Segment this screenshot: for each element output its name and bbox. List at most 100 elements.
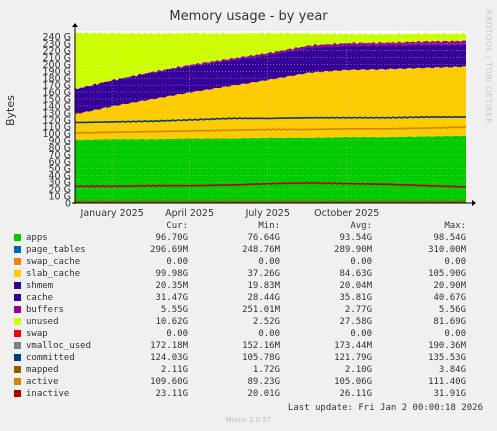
legend-min: 0.00 [258,257,280,267]
legend-row-swap: swap 0.00 0.00 0.00 0.00 [0,328,497,340]
area-slab-cache [75,66,466,140]
area-apps [75,135,466,203]
y-tick-label: 110 G [42,122,71,133]
legend-min: 248.76M [242,245,280,255]
legend-max: 3.84G [438,365,466,375]
legend-max: 310.00M [428,245,466,255]
y-tick-label: 230 G [42,39,71,50]
legend-cur: 172.18M [150,341,188,351]
legend-max: 98.54G [433,233,466,243]
legend-name: vmalloc_used [26,341,92,351]
legend-swatch [14,354,21,361]
memory-chart: 010 G20 G30 G40 G50 G60 G70 G80 G90 G100… [42,23,476,219]
legend-cur: 5.55G [160,305,188,315]
y-tick-label: 50 G [49,164,71,175]
legend-avg: 27.58G [339,317,372,327]
legend-swatch [14,282,21,289]
y-tick-label: 120 G [42,115,71,126]
y-tick-label: 80 G [49,143,71,154]
y-tick-label: 40 G [49,171,71,182]
legend-cur: 20.35M [155,281,188,291]
legend-name: shmem [26,281,54,291]
legend-avg: 0.00 [350,329,372,339]
y-tick-label: 220 G [42,46,71,57]
legend-row-inactive: inactive 23.11G 20.01G 26.11G 31.91G [0,388,497,400]
legend-swatch [14,234,21,241]
legend-max: 31.91G [433,389,466,399]
legend-cur: 99.98G [155,269,188,279]
legend-row-cache: cache 31.47G 28.44G 35.81G 40.67G [0,292,497,304]
legend-name: cache [26,293,54,303]
legend-avg: 93.54G [339,233,372,243]
y-axis-arrow [72,23,78,27]
legend-row-committed: committed 124.03G 105.78G 121.79G 135.53G [0,352,497,364]
x-tick-label: January 2025 [80,208,144,219]
legend-name: active [26,377,59,387]
rrdtool-watermark: RRDTOOL / TOBI OETIKER [484,10,493,125]
legend-cur: 23.11G [155,389,188,399]
y-tick-label: 100 G [42,129,71,140]
legend-name: unused [26,317,59,327]
line-committed [75,115,467,124]
legend-min: 2.52G [252,317,280,327]
y-tick-label: 130 G [42,108,71,119]
legend-max: 135.53G [428,353,466,363]
legend-cur: 0.00 [166,329,188,339]
x-tick-label: April 2025 [165,208,214,219]
legend-cur: 2.11G [160,365,188,375]
y-tick-label: 180 G [42,74,71,85]
legend-min: 1.72G [252,365,280,375]
y-tick-label: 10 G [49,192,71,203]
legend-min: 28.44G [247,293,280,303]
legend-min: 76.64G [247,233,280,243]
legend-avg: 173.44M [334,341,372,351]
legend-header-row: Cur: Min: Avg: Max: [0,220,497,232]
y-tick-label: 210 G [42,53,71,64]
legend-row-active: active 109.60G 89.23G 105.06G 111.40G [0,376,497,388]
legend-min: 37.26G [247,269,280,279]
line-inactive [74,181,467,188]
legend-swatch [14,318,21,325]
y-tick-label: 160 G [42,88,71,99]
legend-name: swap [26,329,48,339]
y-tick-label: 70 G [49,150,71,161]
area-unused [75,31,466,90]
legend-row-buffers: buffers 5.55G 251.01M 2.77G 5.56G [0,304,497,316]
line-mapped [74,200,467,203]
legend-swatch [14,342,21,349]
legend-max: 190.36M [428,341,466,351]
legend-min: 105.78G [242,353,280,363]
legend-swatch [14,366,21,373]
y-tick-label: 60 G [49,157,71,168]
legend-swatch [14,270,21,277]
legend-row-vmalloc-used: vmalloc_used 172.18M 152.16M 173.44M 190.36M [0,340,497,352]
y-tick-label: 0 [65,199,71,210]
legend-min: 20.01G [247,389,280,399]
legend-cur: 124.03G [150,353,188,363]
y-tick-label: 240 G [42,32,71,43]
legend-avg: 84.63G [339,269,372,279]
legend-name: page_tables [26,245,86,255]
legend-row-mapped: mapped 2.11G 1.72G 2.10G 3.84G [0,364,497,376]
legend-avg: 0.00 [350,257,372,267]
legend-swatch [14,390,21,397]
header-max: Max: [444,221,466,231]
x-tick-label: October 2025 [314,208,379,219]
legend-min: 251.01M [242,305,280,315]
header-cur: Cur: [166,221,188,231]
legend-avg: 20.04M [339,281,372,291]
legend-name: buffers [26,305,64,315]
legend-cur: 31.47G [155,293,188,303]
legend-name: apps [26,233,48,243]
y-tick-label: 20 G [49,185,71,196]
legend-avg: 2.10G [344,365,372,375]
legend-swatch [14,330,21,337]
legend-row-shmem: shmem 20.35M 19.83M 20.04M 20.90M [0,280,497,292]
header-min: Min: [258,221,280,231]
legend-row-swap-cache: swap_cache 0.00 0.00 0.00 0.00 [0,256,497,268]
x-axis-arrow [472,200,476,206]
legend-row-slab-cache: slab_cache 99.98G 37.26G 84.63G 105.90G [0,268,497,280]
legend-swatch [14,294,21,301]
y-tick-label: 150 G [42,94,71,105]
legend-max: 5.56G [438,305,466,315]
